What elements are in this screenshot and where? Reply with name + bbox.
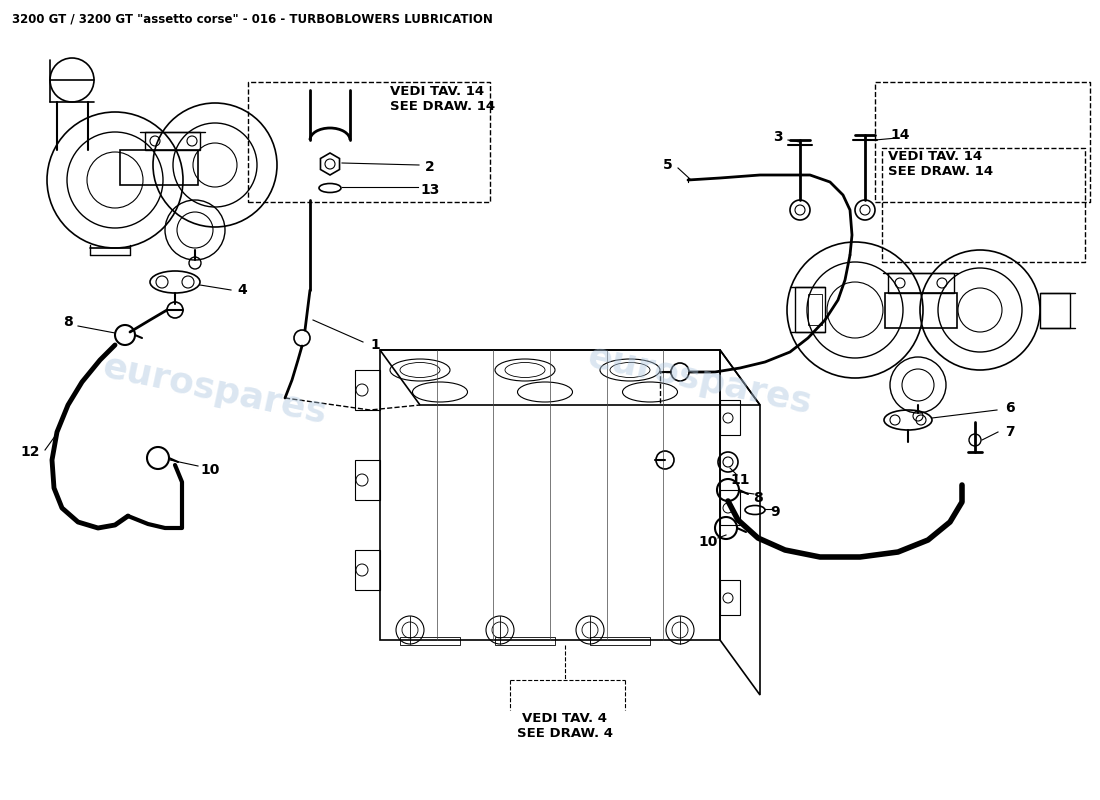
Bar [720, 580, 740, 615]
Text: 9: 9 [770, 505, 780, 519]
Text: 6: 6 [1005, 401, 1015, 415]
Text: eurospares: eurospares [100, 350, 330, 430]
Text: 10: 10 [698, 535, 717, 549]
Text: 14: 14 [890, 128, 910, 142]
Bar [120, 150, 198, 185]
Text: 8: 8 [63, 315, 73, 329]
Text: 3200 GT / 3200 GT "assetto corse" - 016 - TURBOBLOWERS LUBRICATION: 3200 GT / 3200 GT "assetto corse" - 016 … [12, 12, 493, 25]
Text: eurospares: eurospares [585, 340, 815, 420]
Bar [400, 637, 460, 645]
Text: 1: 1 [370, 338, 379, 352]
Bar [720, 400, 740, 435]
Text: 8: 8 [754, 491, 763, 505]
Bar [145, 132, 200, 150]
Bar [495, 637, 556, 645]
Bar [720, 490, 740, 525]
Bar [590, 637, 650, 645]
Bar [808, 294, 822, 325]
Text: 7: 7 [1005, 425, 1015, 439]
Text: VEDI TAV. 14
SEE DRAW. 14: VEDI TAV. 14 SEE DRAW. 14 [390, 85, 495, 113]
Text: 4: 4 [238, 283, 246, 297]
Text: 2: 2 [425, 160, 435, 174]
Text: 3: 3 [773, 130, 783, 144]
Text: VEDI TAV. 14
SEE DRAW. 14: VEDI TAV. 14 SEE DRAW. 14 [888, 150, 993, 178]
Text: VEDI TAV. 4
SEE DRAW. 4: VEDI TAV. 4 SEE DRAW. 4 [517, 712, 613, 740]
Text: 10: 10 [200, 463, 220, 477]
Bar [355, 550, 380, 590]
Text: 5: 5 [663, 158, 673, 172]
Text: 12: 12 [20, 445, 40, 459]
Text: 11: 11 [730, 473, 750, 487]
Bar [886, 293, 957, 328]
Bar [888, 273, 954, 293]
Bar [355, 370, 380, 410]
Bar [795, 287, 825, 332]
Text: 13: 13 [420, 183, 440, 197]
Bar [355, 460, 380, 500]
Bar [1040, 293, 1070, 328]
